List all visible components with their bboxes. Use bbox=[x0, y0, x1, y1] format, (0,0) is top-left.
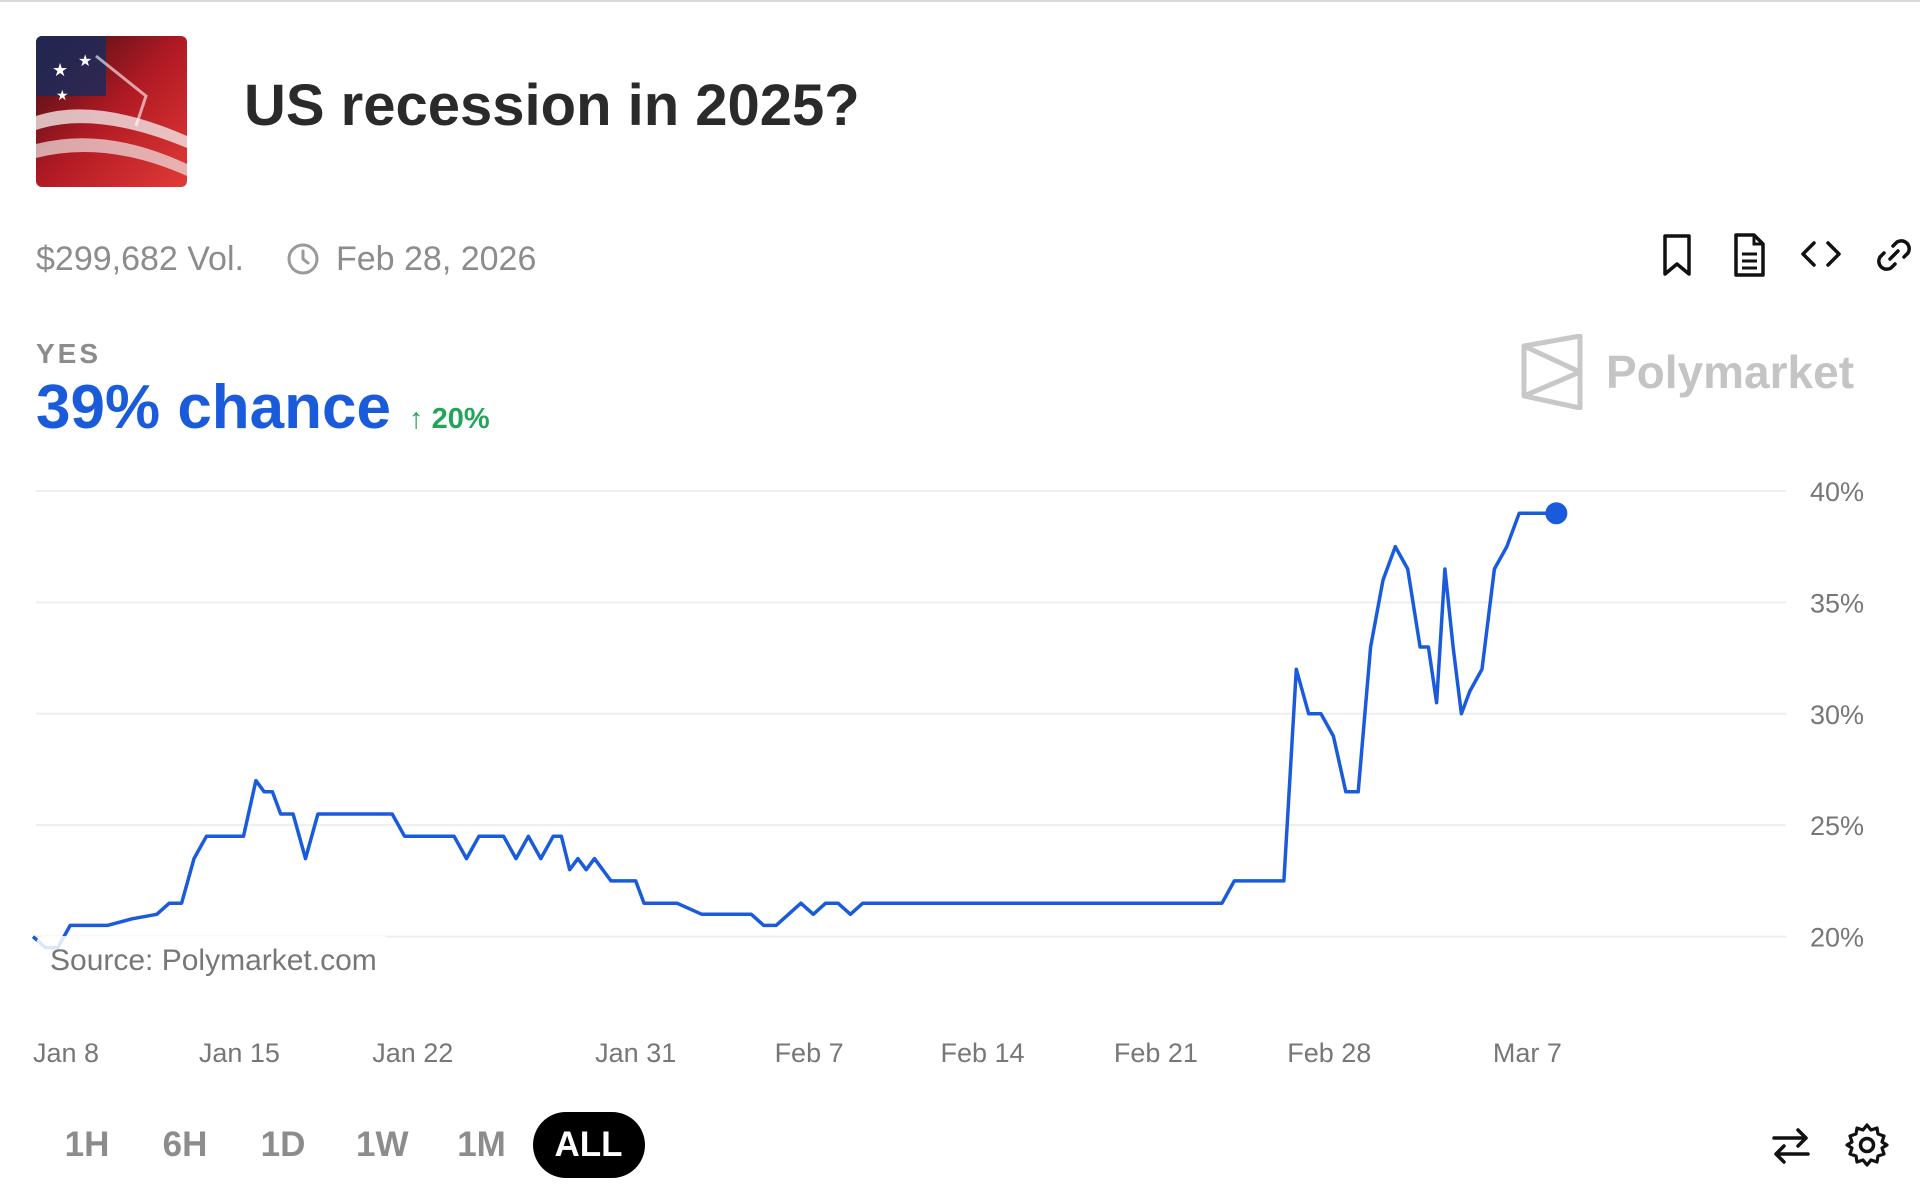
x-tick-label: Feb 21 bbox=[1114, 1038, 1198, 1068]
y-tick-label: 35% bbox=[1810, 588, 1864, 618]
x-tick-label: Jan 31 bbox=[595, 1038, 676, 1068]
bookmark-icon bbox=[1663, 234, 1691, 276]
x-tick-label: Jan 22 bbox=[372, 1038, 453, 1068]
settings-gear-icon bbox=[1845, 1123, 1889, 1167]
svg-text:★: ★ bbox=[56, 88, 69, 104]
x-tick-label: Mar 7 bbox=[1493, 1038, 1562, 1068]
x-tick-label: Feb 28 bbox=[1287, 1038, 1371, 1068]
arrow-up-icon: ↑ bbox=[409, 403, 424, 435]
time-range-1m[interactable]: 1M bbox=[457, 1125, 506, 1164]
document-button[interactable] bbox=[1722, 228, 1776, 282]
volume-text: $299,682 Vol. bbox=[36, 239, 244, 278]
time-range-6h[interactable]: 6H bbox=[162, 1125, 208, 1164]
svg-text:★: ★ bbox=[78, 51, 92, 70]
price-chart: 20% 25% 30% 35% 40% Jan 8 Jan 15 Jan 22 Jan 31 F… bbox=[31, 477, 1864, 1068]
chance-display: 39% chance ↑ 20% bbox=[36, 372, 490, 452]
chart-settings-button[interactable] bbox=[1840, 1118, 1894, 1172]
time-range-1d[interactable]: 1D bbox=[260, 1125, 306, 1164]
y-tick-label: 30% bbox=[1810, 700, 1864, 730]
link-icon bbox=[1877, 239, 1911, 271]
change-indicator: ↑ 20% bbox=[409, 403, 490, 436]
time-range-1w[interactable]: 1W bbox=[356, 1125, 409, 1164]
yes-price-line bbox=[31, 511, 1557, 950]
outcome-label: YES bbox=[36, 338, 102, 369]
chance-value: 39% chance bbox=[36, 373, 391, 442]
x-tick-label: Feb 14 bbox=[940, 1038, 1024, 1068]
market-meta: $299,682 Vol. Feb 28, 2026 bbox=[36, 236, 536, 282]
current-price-dot[interactable] bbox=[1545, 502, 1568, 525]
time-range-all[interactable]: ALL bbox=[532, 1112, 645, 1178]
swap-outcome-button[interactable] bbox=[1764, 1118, 1818, 1172]
time-range-selector: 1H 6H 1D 1W 1M ALL bbox=[40, 1112, 649, 1178]
x-tick-label: Feb 7 bbox=[775, 1038, 844, 1068]
clock-icon bbox=[287, 243, 319, 275]
y-tick-label: 25% bbox=[1810, 811, 1864, 841]
market-title: US recession in 2025? bbox=[244, 73, 860, 138]
source-label: Source: Polymarket.com bbox=[36, 936, 391, 986]
top-divider bbox=[0, 0, 1920, 2]
swap-icon bbox=[1772, 1128, 1810, 1164]
embed-button[interactable] bbox=[1794, 228, 1848, 282]
bookmark-button[interactable] bbox=[1650, 228, 1704, 282]
x-tick-label: Jan 8 bbox=[33, 1038, 99, 1068]
copy-link-button[interactable] bbox=[1866, 228, 1920, 282]
x-tick-label: Jan 15 bbox=[199, 1038, 280, 1068]
y-tick-label: 40% bbox=[1810, 477, 1864, 507]
end-date-text: Feb 28, 2026 bbox=[335, 239, 537, 278]
polymarket-logo-icon bbox=[1521, 334, 1583, 410]
y-tick-label: 20% bbox=[1810, 923, 1864, 953]
embed-code-icon bbox=[1801, 241, 1841, 267]
change-value: 20% bbox=[431, 403, 490, 435]
market-thumbnail: ★ ★ ★ bbox=[36, 36, 187, 187]
brand-name: Polymarket bbox=[1606, 346, 1855, 398]
document-icon bbox=[1734, 233, 1765, 277]
brand-watermark: Polymarket bbox=[1520, 334, 1854, 410]
time-range-1h[interactable]: 1H bbox=[64, 1125, 110, 1164]
svg-text:★: ★ bbox=[52, 60, 68, 81]
